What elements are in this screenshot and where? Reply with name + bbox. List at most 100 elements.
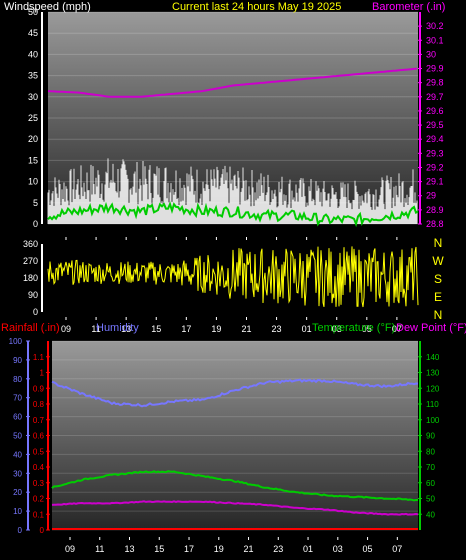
compass-label: W bbox=[432, 254, 444, 268]
barometer-tick-label: 29.1 bbox=[426, 177, 444, 187]
direction-tick-label: 180 bbox=[23, 273, 38, 283]
bottom-x-tick-label: 23 bbox=[273, 544, 283, 554]
rainfall-tick-label: 0.3 bbox=[33, 479, 45, 488]
barometer-tick-label: 29.8 bbox=[426, 78, 444, 88]
dir-x-tick-label: 21 bbox=[241, 324, 251, 334]
barometer-tick-label: 30.1 bbox=[426, 35, 444, 45]
windspeed-tick-label: 35 bbox=[28, 71, 38, 81]
rainfall-tick-label: 0.8 bbox=[33, 400, 45, 409]
temperature-tick-label: 90 bbox=[426, 432, 435, 441]
direction-tick-label: 270 bbox=[23, 256, 38, 266]
humidity-tick-label: 90 bbox=[13, 356, 22, 365]
temperature-tick-label: 110 bbox=[426, 400, 439, 409]
dewpoint-axis-title: Dew Point (°F) bbox=[396, 322, 466, 334]
barometer-tick-label: 29.7 bbox=[426, 92, 444, 102]
rainfall-tick-label: 0 bbox=[40, 526, 45, 535]
windspeed-tick-label: 10 bbox=[28, 177, 38, 187]
bottom-chart-plot-area bbox=[52, 341, 418, 530]
windspeed-tick-label: 50 bbox=[28, 7, 38, 17]
barometer-tick-label: 30 bbox=[426, 49, 436, 59]
chart-title: Current last 24 hours May 19 2025 bbox=[172, 1, 341, 13]
temperature-humidity-chart: Rainfall (.in) Humidity Temperature (°F)… bbox=[1, 322, 466, 554]
dir-x-tick-label: 11 bbox=[91, 324, 100, 334]
compass-label: S bbox=[434, 272, 442, 286]
rainfall-tick-label: 1 bbox=[40, 369, 45, 378]
barometer-tick-label: 29.3 bbox=[426, 148, 444, 158]
temperature-tick-label: 80 bbox=[426, 447, 435, 456]
dewpoint-line bbox=[51, 500, 419, 516]
windspeed-tick-label: 40 bbox=[28, 49, 38, 59]
temperature-line bbox=[51, 470, 418, 502]
temperature-tick-label: 120 bbox=[426, 384, 440, 393]
windspeed-tick-label: 30 bbox=[28, 92, 38, 102]
rainfall-tick-label: 0.1 bbox=[33, 510, 45, 519]
windspeed-axis-title: Windspeed (mph) bbox=[4, 1, 91, 13]
humidity-tick-label: 20 bbox=[13, 488, 22, 497]
wind-direction-line bbox=[47, 246, 419, 308]
compass-label: E bbox=[434, 290, 442, 304]
direction-tick-label: 0 bbox=[33, 307, 38, 317]
temperature-tick-label: 50 bbox=[426, 495, 435, 504]
dir-x-tick-label: 13 bbox=[121, 324, 131, 334]
dir-x-tick-label: 17 bbox=[181, 324, 191, 334]
temperature-axis-title: Temperature (°F) bbox=[312, 322, 395, 334]
dir-x-tick-label: 19 bbox=[211, 324, 221, 334]
dir-x-tick-label: 15 bbox=[151, 324, 161, 334]
barometer-tick-label: 29.9 bbox=[426, 64, 444, 74]
bottom-x-tick-label: 03 bbox=[333, 544, 343, 554]
dir-x-tick-label: 01 bbox=[302, 324, 312, 334]
temperature-tick-label: 100 bbox=[426, 416, 440, 425]
barometer-tick-label: 30.2 bbox=[426, 21, 444, 31]
barometer-line bbox=[47, 67, 418, 98]
rainfall-tick-label: 0.6 bbox=[33, 432, 45, 441]
humidity-tick-label: 40 bbox=[13, 450, 22, 459]
bottom-x-tick-label: 19 bbox=[214, 544, 224, 554]
compass-label: N bbox=[434, 236, 443, 250]
bottom-x-tick-label: 13 bbox=[125, 544, 135, 554]
barometer-tick-label: 29.6 bbox=[426, 106, 444, 116]
barometer-tick-label: 29.2 bbox=[426, 162, 444, 172]
dir-x-tick-label: 09 bbox=[61, 324, 71, 334]
rainfall-tick-label: 0.5 bbox=[33, 447, 45, 456]
humidity-tick-label: 30 bbox=[13, 469, 22, 478]
humidity-tick-label: 100 bbox=[9, 337, 23, 346]
temperature-tick-label: 40 bbox=[426, 510, 435, 519]
windspeed-tick-label: 0 bbox=[33, 219, 38, 229]
temperature-tick-label: 130 bbox=[426, 369, 440, 378]
compass-label: N bbox=[434, 308, 443, 322]
direction-tick-label: 90 bbox=[28, 290, 38, 300]
windspeed-tick-label: 45 bbox=[28, 28, 38, 38]
dir-x-tick-label: 05 bbox=[362, 324, 372, 334]
rainfall-tick-label: 0.7 bbox=[33, 416, 45, 425]
barometer-tick-label: 28.8 bbox=[426, 219, 444, 229]
rainfall-tick-label: 1.1 bbox=[33, 353, 45, 362]
windspeed-tick-label: 15 bbox=[28, 155, 38, 165]
barometer-tick-label: 29 bbox=[426, 191, 436, 201]
temperature-tick-label: 60 bbox=[426, 479, 435, 488]
temperature-tick-label: 70 bbox=[426, 463, 435, 472]
bottom-x-tick-label: 05 bbox=[363, 544, 373, 554]
direction-tick-label: 360 bbox=[23, 239, 38, 249]
barometer-axis-title: Barometer (.in) bbox=[372, 1, 445, 13]
bottom-x-tick-label: 17 bbox=[184, 544, 194, 554]
bottom-x-tick-label: 11 bbox=[95, 544, 104, 554]
rainfall-axis-title: Rainfall (.in) bbox=[1, 322, 60, 334]
humidity-axis-title: Humidity bbox=[96, 322, 139, 334]
bottom-x-tick-label: 07 bbox=[392, 544, 402, 554]
bottom-x-tick-label: 15 bbox=[154, 544, 164, 554]
wind-barometer-chart: Windspeed (mph) Current last 24 hours Ma… bbox=[4, 1, 445, 254]
humidity-tick-label: 0 bbox=[18, 526, 23, 535]
humidity-tick-label: 80 bbox=[13, 375, 22, 384]
barometer-tick-label: 28.9 bbox=[426, 205, 444, 215]
dir-x-tick-label: 03 bbox=[332, 324, 342, 334]
rainfall-tick-label: 0.9 bbox=[33, 384, 45, 393]
rainfall-tick-label: 0.2 bbox=[33, 495, 45, 504]
bottom-x-tick-label: 09 bbox=[65, 544, 75, 554]
rainfall-tick-label: 0.4 bbox=[33, 463, 45, 472]
barometer-tick-label: 29.4 bbox=[426, 134, 444, 144]
humidity-line bbox=[51, 378, 419, 408]
humidity-tick-label: 50 bbox=[13, 432, 22, 441]
